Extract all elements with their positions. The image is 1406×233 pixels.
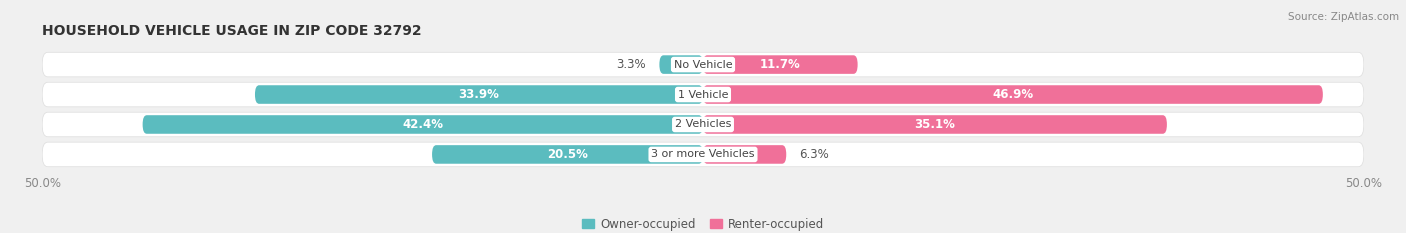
Text: 1 Vehicle: 1 Vehicle — [678, 89, 728, 99]
FancyBboxPatch shape — [42, 82, 1364, 107]
FancyBboxPatch shape — [42, 142, 1364, 167]
FancyBboxPatch shape — [703, 85, 1323, 104]
FancyBboxPatch shape — [659, 55, 703, 74]
Text: Source: ZipAtlas.com: Source: ZipAtlas.com — [1288, 12, 1399, 22]
FancyBboxPatch shape — [703, 145, 786, 164]
Text: 11.7%: 11.7% — [759, 58, 800, 71]
FancyBboxPatch shape — [254, 85, 703, 104]
Text: 20.5%: 20.5% — [547, 148, 588, 161]
Text: 3.3%: 3.3% — [617, 58, 647, 71]
Text: 6.3%: 6.3% — [800, 148, 830, 161]
FancyBboxPatch shape — [703, 115, 1167, 134]
Text: 33.9%: 33.9% — [458, 88, 499, 101]
FancyBboxPatch shape — [42, 112, 1364, 137]
Text: 3 or more Vehicles: 3 or more Vehicles — [651, 149, 755, 159]
Text: 35.1%: 35.1% — [914, 118, 956, 131]
Legend: Owner-occupied, Renter-occupied: Owner-occupied, Renter-occupied — [578, 213, 828, 233]
Text: HOUSEHOLD VEHICLE USAGE IN ZIP CODE 32792: HOUSEHOLD VEHICLE USAGE IN ZIP CODE 3279… — [42, 24, 422, 38]
FancyBboxPatch shape — [42, 52, 1364, 77]
FancyBboxPatch shape — [142, 115, 703, 134]
FancyBboxPatch shape — [432, 145, 703, 164]
FancyBboxPatch shape — [703, 55, 858, 74]
Text: No Vehicle: No Vehicle — [673, 60, 733, 70]
Text: 42.4%: 42.4% — [402, 118, 443, 131]
Text: 46.9%: 46.9% — [993, 88, 1033, 101]
Text: 2 Vehicles: 2 Vehicles — [675, 120, 731, 130]
